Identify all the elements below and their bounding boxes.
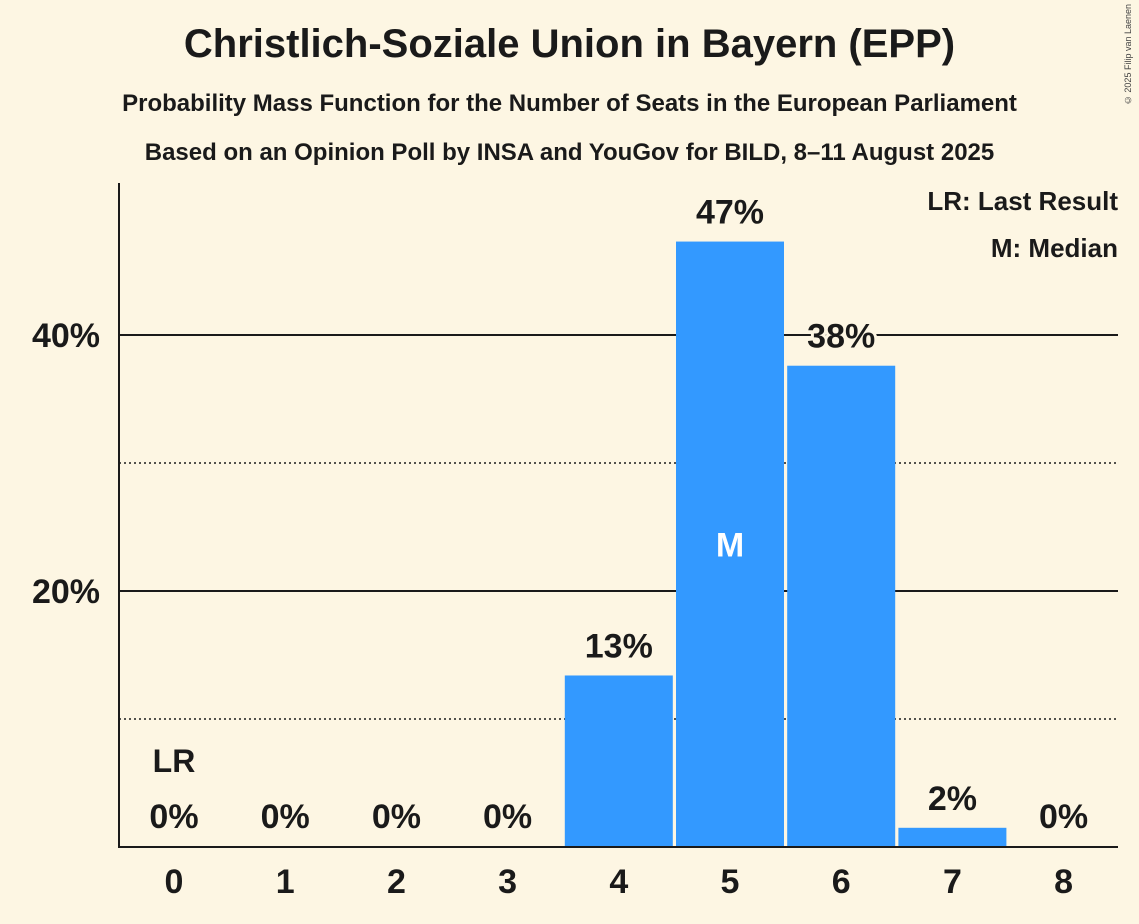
chart-title: Christlich-Soziale Union in Bayern (EPP)	[183, 22, 956, 66]
bars	[564, 241, 1007, 847]
x-tick-label: 5	[721, 863, 740, 901]
x-tick-label: 0	[165, 863, 184, 901]
last-result-marker: LR	[153, 743, 196, 779]
value-label: 0%	[372, 798, 421, 836]
x-tick-label: 4	[609, 863, 628, 901]
value-label: 0%	[483, 798, 532, 836]
poll-note: Based on an Opinion Poll by INSA and You…	[144, 139, 995, 166]
legend-median: M: Median	[991, 233, 1118, 263]
value-label: 38%	[807, 318, 875, 356]
bar-seat-4	[564, 675, 673, 847]
x-tick-label: 3	[498, 863, 517, 901]
chart-subtitle: Probability Mass Function for the Number…	[122, 90, 1017, 117]
x-tick-label: 8	[1054, 863, 1073, 901]
bar-seat-7	[898, 827, 1007, 847]
value-label: 0%	[149, 798, 198, 836]
legend-last-result: LR: Last Result	[927, 186, 1118, 216]
value-label: 47%	[696, 194, 764, 232]
value-label: 2%	[928, 780, 977, 818]
value-label: 0%	[261, 798, 310, 836]
y-tick-label: 20%	[32, 573, 100, 611]
axes: 20% 40% 0 1 2 3 4 5 6 7 8	[32, 183, 1118, 901]
x-tick-label: 2	[387, 863, 406, 901]
labels: 0% 0% 0% 0% 13% 47% 38% 2% 0% LR M	[146, 191, 1091, 839]
value-label: 0%	[1039, 798, 1088, 836]
x-tick-label: 1	[276, 863, 295, 901]
gridlines	[119, 334, 1118, 720]
x-tick-label: 7	[943, 863, 962, 901]
median-marker: M	[716, 526, 744, 564]
value-label: 13%	[585, 627, 653, 665]
bar-seat-6	[787, 365, 896, 847]
bar-seat-5	[676, 241, 784, 847]
x-tick-label: 6	[832, 863, 851, 901]
y-tick-label: 40%	[32, 317, 100, 355]
